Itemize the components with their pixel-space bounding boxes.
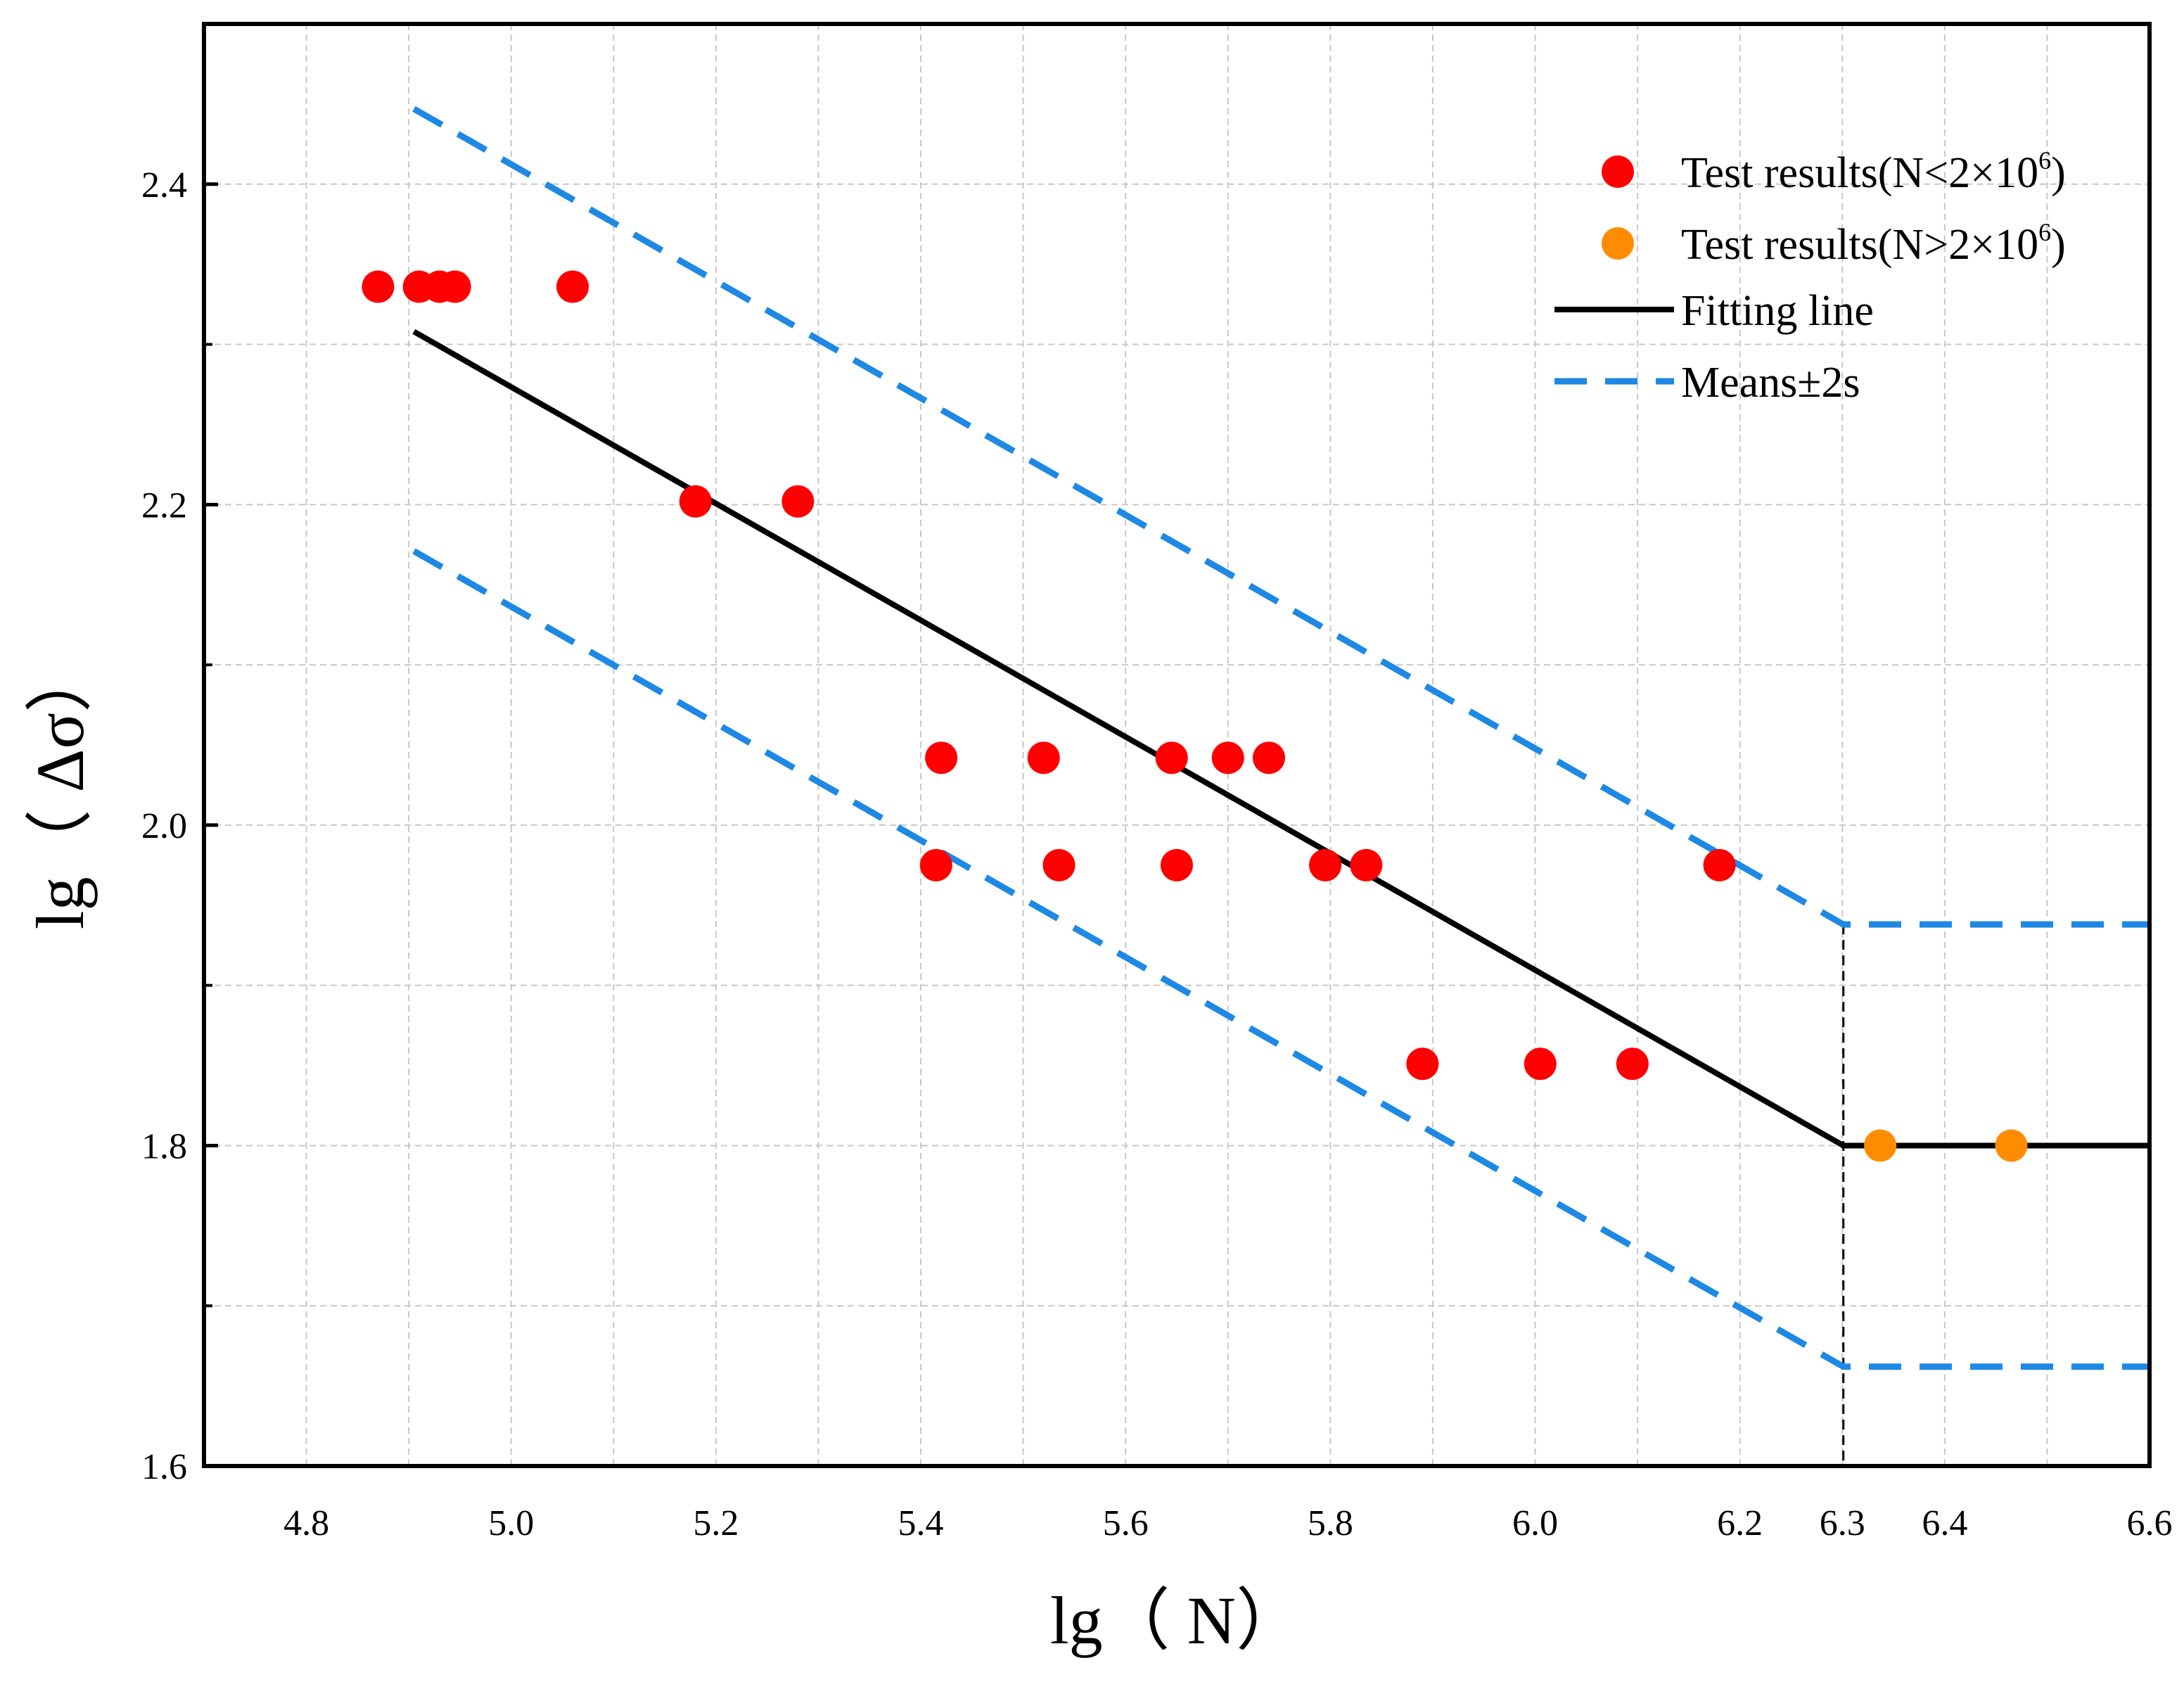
x-tick-label: 5.8 — [1308, 1503, 1353, 1543]
test-point-below-2e6 — [1406, 1047, 1439, 1081]
test-point-below-2e6 — [1350, 848, 1383, 881]
lower-bound-line — [412, 548, 2150, 1370]
x-tick-label: 5.2 — [693, 1503, 739, 1543]
test-point-above-2e6 — [1995, 1129, 2028, 1162]
test-point-below-2e6 — [1253, 741, 1286, 775]
test-point-below-2e6 — [1524, 1047, 1557, 1081]
test-point-below-2e6 — [1703, 848, 1736, 881]
x-tick-label: 6.6 — [2127, 1503, 2173, 1543]
x-axis-title: lg（ N） — [1050, 1583, 1303, 1658]
upper-bound-line — [412, 106, 2150, 928]
y-tick-label: 1.6 — [141, 1447, 187, 1487]
test-point-below-2e6 — [1309, 848, 1342, 881]
y-tick-label: 1.8 — [141, 1126, 187, 1166]
test-point-below-2e6 — [781, 485, 815, 518]
x-tick-label: 5.6 — [1103, 1503, 1149, 1543]
test-point-below-2e6 — [1027, 741, 1060, 775]
legend-label: Fitting line — [1681, 287, 1874, 335]
x-tick-label: 4.8 — [283, 1503, 329, 1543]
points-layer — [362, 270, 2028, 1162]
y-tick-label: 2.2 — [141, 485, 187, 525]
legend-label: Test results(N>2×106) — [1681, 218, 2066, 269]
x-tick-label: 6.0 — [1512, 1503, 1558, 1543]
legend-marker-orange — [1602, 227, 1634, 260]
test-point-below-2e6 — [1042, 848, 1075, 881]
test-point-below-2e6 — [1211, 741, 1244, 775]
lines-layer — [412, 106, 2150, 1466]
test-point-below-2e6 — [919, 848, 952, 881]
test-point-below-2e6 — [1161, 848, 1193, 881]
x-tick-label: 6.2 — [1717, 1503, 1763, 1543]
test-point-below-2e6 — [1616, 1047, 1649, 1081]
fitting-line — [412, 329, 2150, 1149]
plot-frame — [202, 22, 2152, 1468]
legend-label: Means±2s — [1681, 359, 1860, 407]
test-point-below-2e6 — [438, 270, 471, 303]
test-point-below-2e6 — [362, 270, 395, 303]
y-tick-label: 2.4 — [141, 165, 187, 205]
test-point-below-2e6 — [679, 485, 712, 518]
y-axis-title: lg（ Δσ） — [23, 645, 98, 929]
legend-marker-red — [1602, 155, 1634, 188]
x-tick-label: 5.4 — [898, 1503, 944, 1543]
x-tick-label: 5.0 — [488, 1503, 534, 1543]
x-tick-label: 6.3 — [1820, 1503, 1865, 1543]
test-point-above-2e6 — [1864, 1129, 1897, 1162]
ticks-layer: 4.8 5.0 5.2 5.4 5.6 5.8 6.0 6.2 6.3 6.4 6.6 1.6 1.8 2… — [141, 165, 2173, 1543]
legend: Test results(N<2×106) Test results(N>2×10… — [1554, 146, 2066, 407]
test-point-below-2e6 — [556, 270, 589, 303]
test-point-below-2e6 — [1155, 741, 1188, 775]
y-tick-label: 2.0 — [141, 806, 187, 846]
test-point-below-2e6 — [925, 741, 958, 775]
x-tick-label: 6.4 — [1922, 1503, 1967, 1543]
legend-label: Test results(N<2×106) — [1681, 146, 2066, 197]
